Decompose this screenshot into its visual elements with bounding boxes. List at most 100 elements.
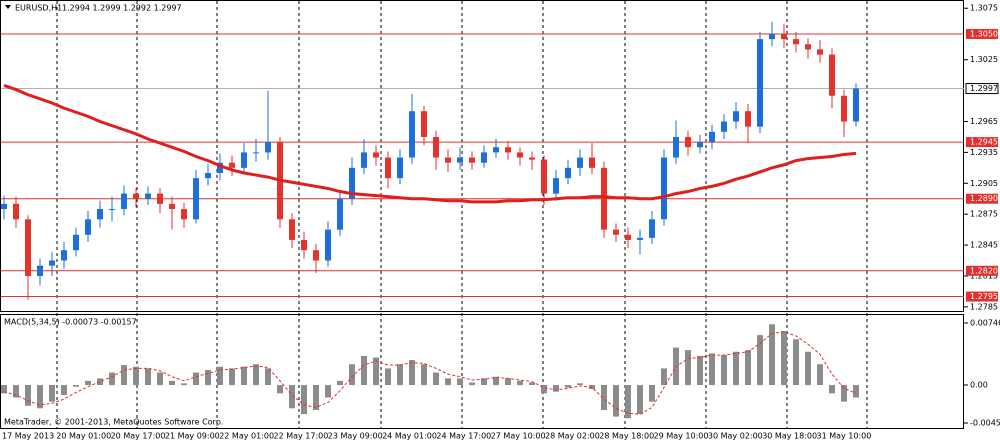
candle-body: [541, 159, 547, 194]
candle-body: [745, 111, 751, 127]
candle-body: [97, 209, 103, 220]
macd-bar: [457, 378, 463, 386]
macd-bar: [85, 380, 91, 386]
macd-bar: [697, 355, 703, 386]
macd-bar: [121, 365, 127, 386]
macd-bar: [301, 385, 307, 415]
macd-bar: [721, 355, 727, 386]
candle-body: [613, 229, 619, 235]
candle-body: [493, 147, 499, 153]
layer: 1.3075 1.3025 1.2965 1.2935 1.2905 1.2875 1.28…: [1, 4, 1000, 441]
y-tick-label: 0.00746: [970, 318, 1000, 327]
level-label: 1.2890: [970, 194, 998, 203]
macd-bar: [577, 383, 583, 386]
x-tick-label: 17 May 2013: [2, 432, 54, 441]
candle-body: [577, 157, 583, 168]
level-label: 1.2795: [970, 292, 998, 301]
candle-body: [565, 167, 571, 179]
candle-body: [73, 234, 79, 251]
macd-bar: [433, 372, 439, 386]
y-tick-label: 1.2845: [970, 241, 998, 250]
candle-body: [325, 229, 331, 261]
candle-body: [181, 209, 187, 220]
macd-bar: [853, 385, 859, 398]
macd-bar: [373, 357, 379, 386]
candle-body: [49, 260, 55, 266]
candle-body: [385, 157, 391, 179]
macd-bar: [193, 372, 199, 386]
candle-body: [265, 142, 271, 153]
macd-bar: [13, 385, 19, 398]
macd-bar: [625, 385, 631, 419]
level-box: [966, 28, 998, 39]
macd-bar: [469, 382, 475, 386]
macd-bar: [253, 364, 259, 386]
macd-bar: [37, 385, 43, 409]
candle-body: [61, 250, 67, 261]
header-values: 1.2994 1.2999 1.2992 1.2997: [62, 4, 182, 13]
level-label: 1.2820: [970, 266, 998, 275]
macd-bar: [661, 368, 667, 386]
candle-body: [649, 219, 655, 238]
candle-body: [289, 219, 295, 240]
x-tick-label: 27 May 10:00: [491, 432, 546, 441]
level-box: [966, 291, 998, 302]
x-tick-label: 31 May 10:00: [817, 432, 872, 441]
y-tick-label: -0.00457: [970, 419, 1000, 428]
candle-body: [805, 44, 811, 50]
macd-bar: [757, 335, 763, 386]
candle-body: [301, 239, 307, 251]
macd-bar: [709, 353, 715, 386]
y-tick-label: 1.2935: [970, 148, 998, 157]
level-box: [966, 265, 998, 276]
x-tick-label: 22 May 01:00: [219, 432, 274, 441]
candle-body: [685, 136, 691, 148]
candle-body: [589, 157, 595, 168]
candle-body: [349, 167, 355, 199]
macd-bar: [205, 370, 211, 386]
macd-bar: [385, 368, 391, 386]
y-tick-label: 1.2875: [970, 210, 998, 219]
moving-average: [3, 84, 857, 204]
macd-bar: [109, 372, 115, 386]
candle-body: [205, 172, 211, 179]
macd-bar: [277, 385, 283, 394]
macd-bar: [349, 364, 355, 386]
candle-body: [397, 157, 403, 179]
candle-body: [709, 131, 715, 143]
macd-bar: [25, 385, 31, 406]
x-tick-label: 22 May 17:00: [274, 432, 329, 441]
menu-arrow: [5, 5, 11, 9]
macd-bar: [733, 351, 739, 386]
y-tick-label: 0.00: [970, 381, 988, 390]
current-price-label: 1.2997: [970, 84, 998, 93]
candle-body: [601, 167, 607, 230]
candle-body: [85, 219, 91, 235]
macd-bar: [781, 330, 787, 386]
candle-body: [793, 39, 799, 45]
candle-body: [433, 136, 439, 158]
level-label: 1.2945: [970, 138, 998, 147]
candle-body: [781, 33, 787, 40]
candle-body: [145, 193, 151, 199]
candle-body: [229, 162, 235, 168]
candle-body: [241, 152, 247, 168]
candle-body: [757, 39, 763, 127]
candle-body: [217, 162, 223, 173]
x-tick-label: 23 May 09:00: [328, 432, 383, 441]
macd-bar: [553, 385, 559, 392]
y-tick-label: 1.2815: [970, 271, 998, 280]
macd-bar: [49, 385, 55, 402]
macd-bar: [169, 380, 175, 386]
candle-body: [253, 152, 259, 154]
macd-bar: [265, 368, 271, 386]
macd-bar: [157, 372, 163, 386]
candle-body: [373, 152, 379, 158]
macd-bar: [241, 366, 247, 386]
macd-bar: [649, 385, 655, 402]
candle-body: [697, 142, 703, 148]
candle-body: [625, 234, 631, 240]
x-tick-label: 30 May 18:00: [762, 432, 817, 441]
macd-bar: [289, 385, 295, 409]
